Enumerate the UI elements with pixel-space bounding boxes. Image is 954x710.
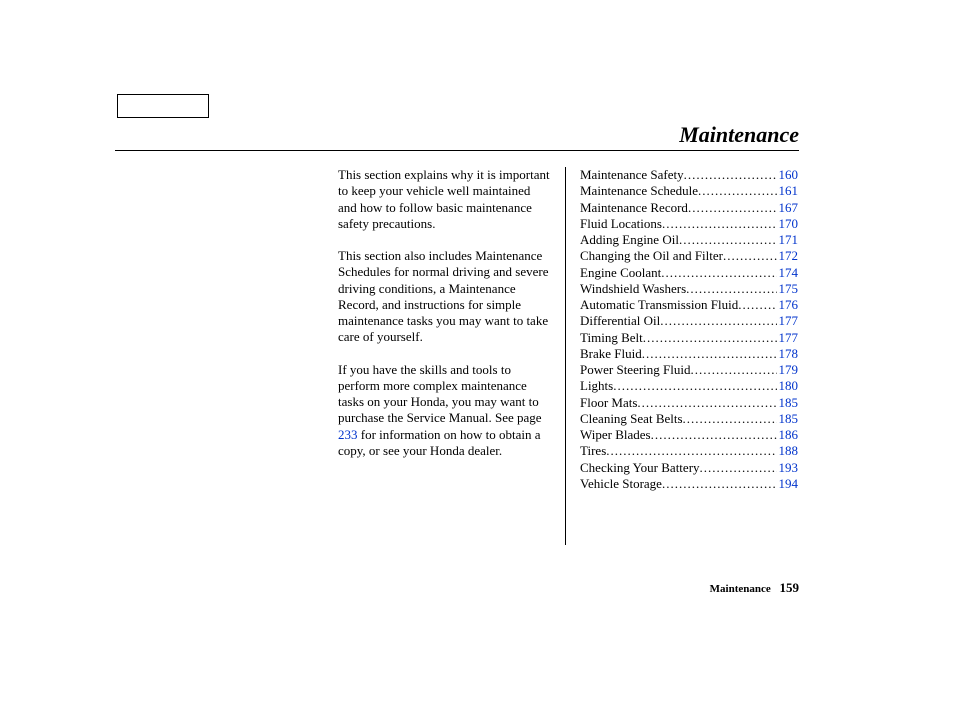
- toc-entry-label: Floor Mats: [580, 395, 637, 411]
- header-icon-box: [117, 94, 209, 118]
- toc-dot-leader: ........................................…: [698, 183, 776, 199]
- toc-entry-label: Changing the Oil and Filter: [580, 248, 723, 264]
- toc-entry-label: Cleaning Seat Belts: [580, 411, 683, 427]
- toc-page-link[interactable]: 175: [777, 281, 799, 297]
- toc-entry-label: Differential Oil: [580, 313, 660, 329]
- toc-dot-leader: ........................................…: [691, 362, 777, 378]
- toc-entry-label: Lights: [580, 378, 613, 394]
- page-footer: Maintenance 159: [710, 580, 799, 596]
- manual-page: Maintenance This section explains why it…: [0, 0, 954, 710]
- toc-page-link[interactable]: 174: [777, 265, 799, 281]
- toc-page-link[interactable]: 186: [777, 427, 799, 443]
- toc-entry-label: Windshield Washers: [580, 281, 686, 297]
- toc-column: Maintenance Safety......................…: [566, 167, 798, 545]
- toc-row: Lights..................................…: [580, 378, 798, 394]
- toc-row: Power Steering Fluid....................…: [580, 362, 798, 378]
- toc-row: Floor Mats..............................…: [580, 395, 798, 411]
- content-columns: This section explains why it is importan…: [338, 167, 798, 545]
- toc-page-link[interactable]: 179: [777, 362, 799, 378]
- toc-row: Checking Your Battery...................…: [580, 460, 798, 476]
- toc-entry-label: Maintenance Schedule: [580, 183, 698, 199]
- toc-dot-leader: ........................................…: [606, 443, 776, 459]
- toc-entry-label: Automatic Transmission Fluid: [580, 297, 738, 313]
- toc-dot-leader: ........................................…: [684, 167, 777, 183]
- toc-dot-leader: ........................................…: [660, 313, 776, 329]
- toc-row: Brake Fluid.............................…: [580, 346, 798, 362]
- toc-dot-leader: ........................................…: [662, 216, 777, 232]
- toc-dot-leader: ........................................…: [700, 460, 777, 476]
- toc-row: Vehicle Storage.........................…: [580, 476, 798, 492]
- toc-row: Differential Oil........................…: [580, 313, 798, 329]
- toc-row: Timing Belt.............................…: [580, 330, 798, 346]
- toc-dot-leader: ........................................…: [637, 395, 776, 411]
- toc-page-link[interactable]: 185: [777, 395, 799, 411]
- toc-entry-label: Wiper Blades: [580, 427, 651, 443]
- toc-dot-leader: ........................................…: [688, 200, 777, 216]
- toc-dot-leader: ........................................…: [662, 476, 777, 492]
- intro-p3-pre: If you have the skills and tools to perf…: [338, 362, 542, 426]
- toc-dot-leader: ........................................…: [643, 330, 777, 346]
- toc-row: Maintenance Safety......................…: [580, 167, 798, 183]
- toc-row: Cleaning Seat Belts.....................…: [580, 411, 798, 427]
- footer-page-number: 159: [774, 580, 800, 595]
- toc-entry-label: Maintenance Record: [580, 200, 688, 216]
- toc-entry-label: Adding Engine Oil: [580, 232, 679, 248]
- toc-row: Fluid Locations.........................…: [580, 216, 798, 232]
- intro-column: This section explains why it is importan…: [338, 167, 566, 545]
- toc-page-link[interactable]: 177: [777, 330, 799, 346]
- intro-paragraph-3: If you have the skills and tools to perf…: [338, 362, 551, 460]
- toc-dot-leader: ........................................…: [651, 427, 777, 443]
- toc-entry-label: Timing Belt: [580, 330, 643, 346]
- toc-entry-label: Vehicle Storage: [580, 476, 662, 492]
- page-ref-link[interactable]: 233: [338, 427, 358, 442]
- toc-dot-leader: ........................................…: [686, 281, 776, 297]
- toc-row: Changing the Oil and Filter.............…: [580, 248, 798, 264]
- toc-page-link[interactable]: 194: [777, 476, 799, 492]
- toc-dot-leader: ........................................…: [738, 297, 776, 313]
- toc-entry-label: Power Steering Fluid: [580, 362, 691, 378]
- toc-row: Tires...................................…: [580, 443, 798, 459]
- intro-p3-post: for information on how to obtain a copy,…: [338, 427, 541, 458]
- toc-page-link[interactable]: 167: [777, 200, 799, 216]
- toc-page-link[interactable]: 177: [777, 313, 799, 329]
- toc-page-link[interactable]: 178: [777, 346, 799, 362]
- toc-entry-label: Maintenance Safety: [580, 167, 684, 183]
- toc-dot-leader: ........................................…: [613, 378, 776, 394]
- toc-row: Maintenance Schedule....................…: [580, 183, 798, 199]
- toc-entry-label: Brake Fluid: [580, 346, 642, 362]
- intro-paragraph-1: This section explains why it is importan…: [338, 167, 551, 232]
- toc-page-link[interactable]: 185: [777, 411, 799, 427]
- toc-page-link[interactable]: 176: [777, 297, 799, 313]
- toc-dot-leader: ........................................…: [723, 248, 777, 264]
- toc-row: Wiper Blades............................…: [580, 427, 798, 443]
- page-title: Maintenance: [679, 122, 799, 148]
- toc-page-link[interactable]: 193: [777, 460, 799, 476]
- toc-page-link[interactable]: 160: [777, 167, 799, 183]
- toc-row: Engine Coolant..........................…: [580, 265, 798, 281]
- toc-dot-leader: ........................................…: [683, 411, 777, 427]
- toc-page-link[interactable]: 161: [777, 183, 799, 199]
- intro-paragraph-2: This section also includes Maintenance S…: [338, 248, 551, 346]
- toc-dot-leader: ........................................…: [661, 265, 776, 281]
- toc-entry-label: Engine Coolant: [580, 265, 661, 281]
- toc-entry-label: Checking Your Battery: [580, 460, 700, 476]
- toc-page-link[interactable]: 180: [777, 378, 799, 394]
- header-rule: [115, 150, 799, 151]
- toc-dot-leader: ........................................…: [679, 232, 777, 248]
- table-of-contents: Maintenance Safety......................…: [580, 167, 798, 492]
- toc-dot-leader: ........................................…: [642, 346, 777, 362]
- toc-row: Automatic Transmission Fluid............…: [580, 297, 798, 313]
- toc-entry-label: Tires: [580, 443, 606, 459]
- toc-page-link[interactable]: 170: [777, 216, 799, 232]
- toc-page-link[interactable]: 188: [777, 443, 799, 459]
- toc-row: Maintenance Record......................…: [580, 200, 798, 216]
- toc-row: Adding Engine Oil.......................…: [580, 232, 798, 248]
- toc-row: Windshield Washers......................…: [580, 281, 798, 297]
- toc-page-link[interactable]: 172: [777, 248, 799, 264]
- toc-page-link[interactable]: 171: [777, 232, 799, 248]
- toc-entry-label: Fluid Locations: [580, 216, 662, 232]
- footer-section-label: Maintenance: [710, 583, 771, 595]
